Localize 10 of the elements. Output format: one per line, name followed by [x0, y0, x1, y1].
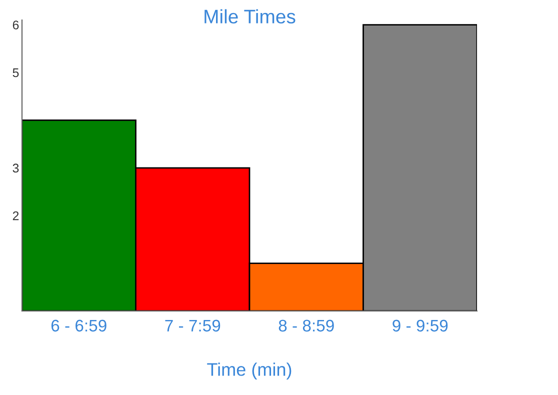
y-tick-label: 5: [12, 68, 19, 78]
y-tick-label: 3: [12, 164, 19, 173]
y-tick-label: 6: [12, 20, 19, 30]
x-axis-title: Time (min): [207, 362, 292, 380]
x-tick-label: 9 - 9:59: [392, 320, 448, 332]
chart-title: Mile Times: [204, 9, 296, 24]
x-tick-label: 8 - 8:59: [278, 320, 334, 332]
x-tick-label: 7 - 7:59: [165, 320, 220, 332]
x-tick-label: 6 - 6:59: [51, 320, 106, 332]
y-tick-label: 2: [12, 211, 19, 220]
